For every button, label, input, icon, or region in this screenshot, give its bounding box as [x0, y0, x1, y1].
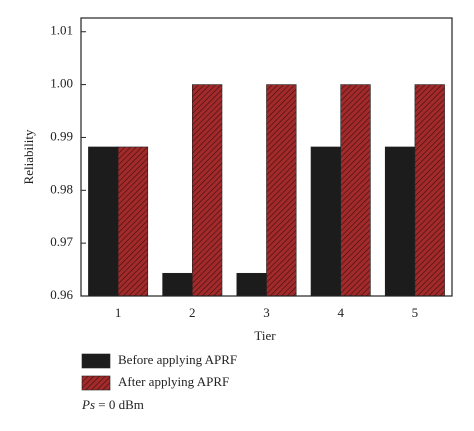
bar	[266, 84, 297, 297]
bar	[236, 272, 267, 297]
legend-swatch	[81, 353, 111, 369]
x-tick-label: 2	[189, 305, 196, 320]
x-tick-label: 4	[337, 305, 344, 320]
y-tick-label: 0.99	[50, 128, 73, 143]
x-tick-label: 3	[263, 305, 270, 320]
x-tick-label: 1	[115, 305, 122, 320]
bar	[162, 272, 193, 297]
bar	[88, 146, 119, 297]
plot-frame	[80, 17, 453, 297]
annotation-text: = 0 dBm	[95, 397, 144, 412]
bar	[192, 84, 223, 297]
legend-label: After applying APRF	[118, 374, 229, 389]
bar	[384, 146, 416, 297]
x-tick-label: 5	[412, 305, 419, 320]
y-axis-label: Reliability	[21, 129, 36, 184]
bar	[117, 146, 149, 297]
y-tick-label: 0.97	[50, 234, 73, 249]
bar	[340, 84, 371, 297]
legend-label: Before applying APRF	[118, 352, 237, 367]
y-tick-label: 1.01	[50, 23, 73, 38]
y-tick-label: 0.96	[50, 287, 73, 302]
x-axis-label: Tier	[254, 328, 276, 343]
legend-swatch	[81, 375, 111, 391]
y-tick-label: 1.00	[50, 76, 73, 91]
annotation: Ps = 0 dBm	[81, 397, 144, 412]
annotation-symbol: Ps	[81, 397, 95, 412]
bar	[310, 146, 341, 297]
bar	[414, 84, 445, 297]
y-tick-label: 0.98	[50, 181, 73, 196]
